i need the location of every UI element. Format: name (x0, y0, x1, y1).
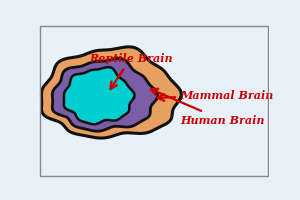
Text: Mammal Brain: Mammal Brain (158, 90, 274, 101)
Polygon shape (52, 58, 158, 131)
Polygon shape (41, 47, 181, 138)
Polygon shape (64, 67, 134, 124)
Text: Reptile Brain: Reptile Brain (89, 53, 172, 89)
Text: Human Brain: Human Brain (151, 89, 265, 126)
